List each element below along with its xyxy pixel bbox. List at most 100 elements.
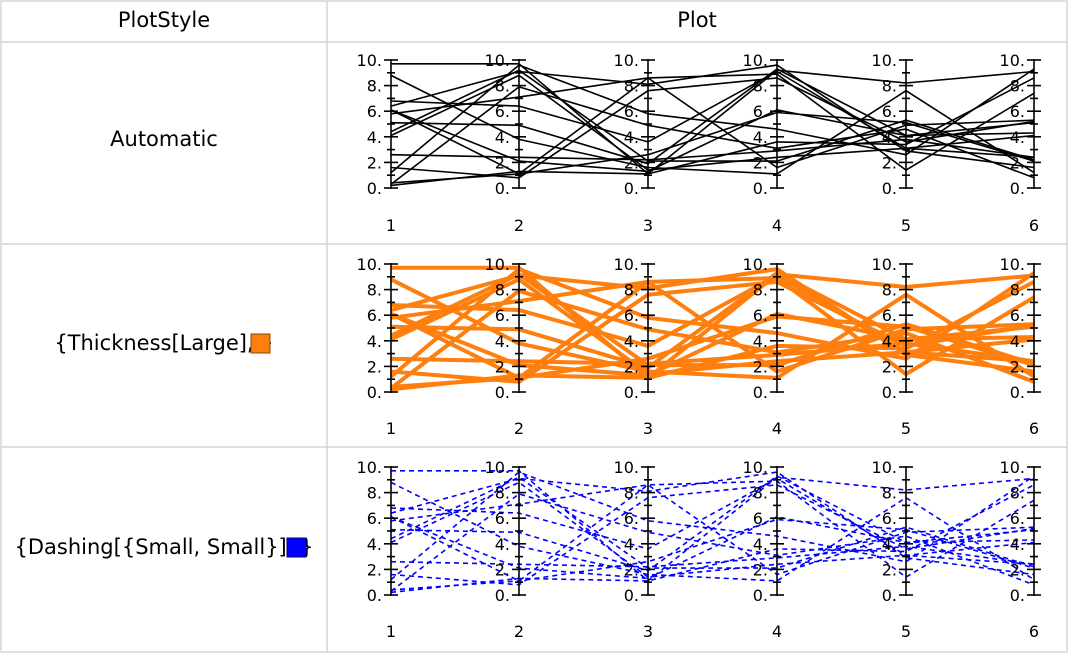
tick-label: 10.: [743, 255, 768, 274]
tick-label: 10.: [872, 255, 897, 274]
tick-label: 8.: [367, 484, 382, 503]
tick-label: 4.: [495, 332, 510, 351]
series-line-13: [390, 493, 1035, 592]
axis-5: 0. 2. 4. 6. 8. 10. 5: [872, 458, 913, 641]
tick-label: 8.: [1010, 281, 1025, 300]
tick-label: 0.: [753, 383, 768, 402]
tick-label: 6.: [882, 306, 897, 325]
tick-label: 6.: [882, 509, 897, 528]
series-line-15: [389, 267, 1036, 379]
series-line-9: [390, 277, 1036, 380]
axis-4: 0. 2. 4. 6. 8. 10. 4: [743, 255, 784, 438]
axis-4: 0. 2. 4. 6. 8. 10. 4: [743, 458, 784, 641]
tick-label: 10.: [357, 458, 382, 477]
axis-label: 1: [386, 622, 396, 641]
tick-label: 0.: [495, 179, 510, 198]
tick-label: 2.: [495, 560, 510, 579]
axis-3: 0. 2. 4. 6. 8. 10. 3: [614, 458, 655, 641]
tick-label: 6.: [367, 509, 382, 528]
tick-label: 2.: [495, 153, 510, 172]
tick-label: 2.: [367, 357, 382, 376]
tick-label: 10.: [1000, 255, 1025, 274]
axis-label: 2: [514, 216, 524, 235]
tick-label: 4.: [753, 535, 768, 554]
axis-2: 0. 2. 4. 6. 8. 10. 2: [485, 458, 526, 641]
tick-label: 2.: [495, 357, 510, 376]
axis-6: 0. 2. 4. 6. 8. 10. 6: [1000, 255, 1041, 438]
tick-label: 10.: [743, 51, 768, 70]
row-label-dashing-text: {Dashing[{Small, Small}], }: [15, 535, 314, 559]
axis-label: 5: [901, 419, 911, 438]
tick-label: 6.: [495, 509, 510, 528]
tick-label: 8.: [882, 484, 897, 503]
axis-5: 0. 2. 4. 6. 8. 10. 5: [872, 51, 913, 235]
plots-layer: 0.2.4.6.8.10.10.2.4.6.8.10.20.2.4.6.8.10…: [357, 51, 1041, 641]
axis-3: 0. 2. 4. 6. 8. 10. 3: [614, 255, 655, 438]
axis-label: 1: [386, 419, 396, 438]
axis-1: 0. 2. 4. 6. 8. 10. 1: [357, 255, 398, 438]
tick-label: 4.: [1010, 535, 1025, 554]
tick-label: 6.: [367, 306, 382, 325]
tick-label: 6.: [882, 102, 897, 121]
series-line-14: [390, 68, 1035, 165]
series-line-8: [390, 77, 1035, 179]
tick-label: 4.: [367, 128, 382, 147]
tick-label: 8.: [882, 77, 897, 96]
tick-label: 8.: [753, 484, 768, 503]
tick-label: 8.: [1010, 484, 1025, 503]
tick-label: 6.: [1010, 509, 1025, 528]
axis-label: 5: [901, 622, 911, 641]
axis-1: 0. 2. 4. 6. 8. 10. 1: [357, 458, 398, 641]
tick-label: 10.: [1000, 51, 1025, 70]
tick-label: 8.: [882, 281, 897, 300]
series-lines: [389, 265, 1036, 392]
tick-label: 6.: [753, 102, 768, 121]
axis-label: 3: [643, 622, 653, 641]
tick-label: 4.: [753, 128, 768, 147]
tick-label: 6.: [624, 102, 639, 121]
parallel-plot-3: 0. 2. 4. 6. 8. 10. 1 0.2.4.6.8.10.2 0. 2. 4. 6. 8. 10…: [357, 458, 1041, 641]
series-line-5: [390, 518, 1035, 591]
tick-label: 4.: [495, 128, 510, 147]
tick-label: 2.: [624, 357, 639, 376]
series-line-4: [390, 64, 1035, 169]
tick-label: 0.: [367, 586, 382, 605]
tick-label: 8.: [495, 281, 510, 300]
series-line-8: [390, 484, 1035, 586]
tick-label: 10.: [614, 51, 639, 70]
series-line-14: [390, 475, 1035, 572]
axis-2: 0. 2. 4. 6. 8. 10. 2: [485, 255, 526, 438]
series-line-6: [390, 77, 1035, 169]
series-line-9: [390, 481, 1035, 582]
series-line-3: [390, 138, 1035, 161]
tick-label: 4.: [1010, 332, 1025, 351]
tick-label: 6.: [624, 509, 639, 528]
tick-label: 6.: [495, 102, 510, 121]
tick-label: 2.: [882, 560, 897, 579]
tick-label: 0.: [753, 179, 768, 198]
series-lines: [390, 62, 1035, 187]
tick-label: 6.: [1010, 102, 1025, 121]
row-label-dashing: {Dashing[{Small, Small}], }: [15, 535, 314, 559]
parallel-plot-2: 0.2.4.6.8.10.10.2.4.6.8.10.20.2.4.6.8.10…: [357, 255, 1041, 438]
axis-label: 4: [772, 622, 782, 641]
series-line-16: [390, 516, 1035, 580]
tick-label: 0.: [624, 383, 639, 402]
tick-label: 0.: [624, 586, 639, 605]
tick-label: 6.: [753, 306, 768, 325]
tick-label: 4.: [882, 332, 897, 351]
axis-label: 3: [643, 419, 653, 438]
series-line-3: [390, 545, 1035, 568]
series-line-4: [390, 471, 1035, 576]
tick-label: 4.: [882, 535, 897, 554]
axis-6: 0. 2. 4. 6. 8. 10. 6: [1000, 458, 1041, 641]
axis-label: 5: [901, 216, 911, 235]
tick-label: 10.: [614, 255, 639, 274]
tick-label: 10.: [743, 458, 768, 477]
tick-label: 0.: [367, 179, 382, 198]
series-line-13: [390, 86, 1035, 185]
series-line-12: [390, 73, 1035, 175]
tick-label: 10.: [872, 458, 897, 477]
tick-label: 4.: [624, 535, 639, 554]
